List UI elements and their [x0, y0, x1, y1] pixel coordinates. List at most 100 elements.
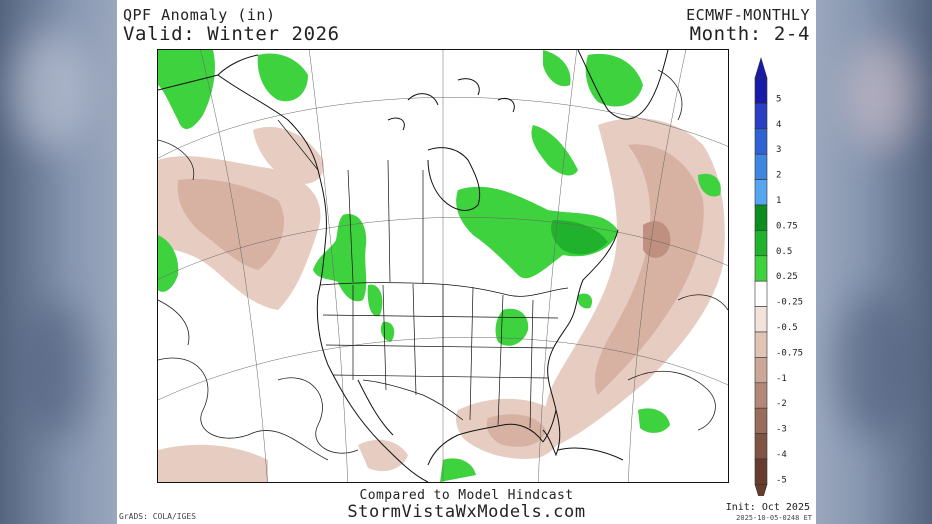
legend-swatch: [754, 433, 768, 460]
legend-label: 5: [776, 94, 781, 104]
wet-area-mexico-south: [440, 458, 476, 482]
legend-swatch: [754, 382, 768, 409]
wet-area-labrador: [698, 173, 721, 197]
graticule: [158, 50, 728, 482]
longitude-line: [538, 50, 578, 482]
hindcast-note: Compared to Model Hindcast: [359, 488, 574, 503]
contour-line: [158, 299, 190, 346]
legend-swatch: [754, 306, 768, 333]
coastline-baja: [357, 379, 394, 436]
wet-area-idaho: [367, 284, 383, 317]
wet-area-pacific: [158, 235, 179, 292]
legend-swatch: [754, 255, 768, 282]
political-boundaries: [277, 119, 569, 429]
legend-swatch: [754, 458, 768, 485]
dry-area-mexico: [358, 439, 408, 472]
wet-area-caribbean: [638, 408, 670, 433]
legend-label: 1: [776, 196, 781, 206]
legend-swatch: [754, 103, 768, 130]
color-legend: 5 4 3 2 1 0.75 0.5 0.25 -0.25 -0.5 -0.75 -1 -2 -3 -4 -5: [754, 56, 840, 506]
wet-area-pnw: [313, 214, 367, 302]
anomaly-contours: [158, 69, 728, 461]
model-name: ECMWF-MONTHLY: [686, 6, 810, 24]
legend-swatch: [754, 230, 768, 257]
latitude-line: [158, 217, 728, 280]
legend-label: 0.25: [776, 272, 798, 282]
dry-area-pacific-south: [158, 444, 268, 482]
legend-swatch: [754, 280, 768, 307]
us-mexico-border: [362, 379, 464, 421]
legend-swatch: [754, 179, 768, 206]
contour-line: [657, 69, 683, 121]
dry-area-west-core: [177, 178, 285, 270]
dry-anomaly-areas: [158, 117, 725, 482]
dry-area-gulf-core: [486, 414, 546, 447]
longitude-line: [308, 50, 348, 482]
wet-area-newengland: [577, 293, 593, 309]
legend-label: 4: [776, 120, 781, 130]
dry-area-bc: [253, 126, 324, 184]
wet-area-greenland: [585, 53, 643, 107]
legend-swatch: [754, 331, 768, 358]
right-background-blur: [816, 0, 932, 524]
legend-label: -3: [776, 425, 787, 435]
legend-swatch: [754, 204, 768, 231]
coastline-arctic-islands: [387, 78, 515, 131]
legend-colorbar: 5 4 3 2 1 0.75 0.5 0.25 -0.25 -0.5 -0.75 -1 -2 -3 -4 -5: [754, 56, 803, 506]
month-range: Month: 2-4: [689, 23, 810, 45]
legend-swatch: [754, 128, 768, 155]
map-svg: [158, 50, 728, 482]
longitude-line: [200, 50, 268, 482]
valid-period: Valid: Winter 2026: [123, 23, 340, 45]
legend-arrow-bottom: [754, 484, 768, 506]
latitude-line: [158, 337, 728, 401]
wet-area-ohio-valley: [495, 308, 529, 346]
coastline-gulf: [427, 423, 544, 466]
wet-area-yukon: [257, 53, 308, 102]
wet-anomaly-areas: [158, 50, 721, 482]
coastline-hudson: [427, 147, 481, 211]
contour-line: [158, 357, 329, 461]
software-credit: GrADS: COLA/IGES: [119, 512, 197, 521]
legend-label: -0.25: [776, 298, 803, 308]
legend-label: 0.75: [776, 221, 798, 231]
coastlines: [158, 50, 669, 482]
contour-line: [677, 294, 728, 311]
dry-area-atlantic-core: [594, 144, 704, 395]
longitude-line: [628, 50, 687, 482]
run-timestamp: 2025-10-05-0248 ET: [736, 514, 812, 522]
legend-label: -0.75: [776, 348, 803, 358]
legend-label: -5: [776, 475, 787, 485]
contour-line: [277, 377, 359, 454]
coastline-atlantic: [542, 229, 619, 443]
legend-swatch: [754, 153, 768, 180]
coastline-greenland: [577, 50, 669, 120]
coastline-cuba: [557, 447, 624, 461]
legend-label: -1: [776, 374, 787, 384]
left-background-blur: [0, 0, 117, 524]
legend-arrow-top: [754, 56, 768, 79]
coastline-pacific: [217, 74, 429, 482]
legend-label: -2: [776, 399, 787, 409]
contour-line: [627, 370, 716, 431]
map-title: QPF Anomaly (in): [123, 6, 276, 24]
legend-label: 2: [776, 171, 781, 181]
legend-swatch: [754, 407, 768, 434]
coastline-alaska: [158, 54, 259, 91]
init-date: Init: Oct 2025: [725, 502, 810, 513]
source-website: StormVistaWxModels.com: [347, 502, 586, 522]
coastline-florida: [542, 409, 561, 457]
wet-area-quebec-core: [551, 220, 608, 255]
wet-area-baffin: [531, 125, 578, 176]
legend-label: 0.5: [776, 247, 792, 257]
wet-area-alaska: [158, 50, 215, 130]
us-canada-border: [319, 282, 569, 297]
state-lines: [322, 283, 559, 429]
contour-line: [158, 139, 195, 181]
legend-swatch: [754, 77, 768, 104]
legend-label: -0.5: [776, 323, 798, 333]
forecast-map-panel: QPF Anomaly (in) Valid: Winter 2026 ECMW…: [117, 0, 816, 524]
legend-swatch: [754, 357, 768, 384]
wet-area-montana: [380, 321, 395, 342]
wet-area-quebec: [456, 186, 618, 279]
